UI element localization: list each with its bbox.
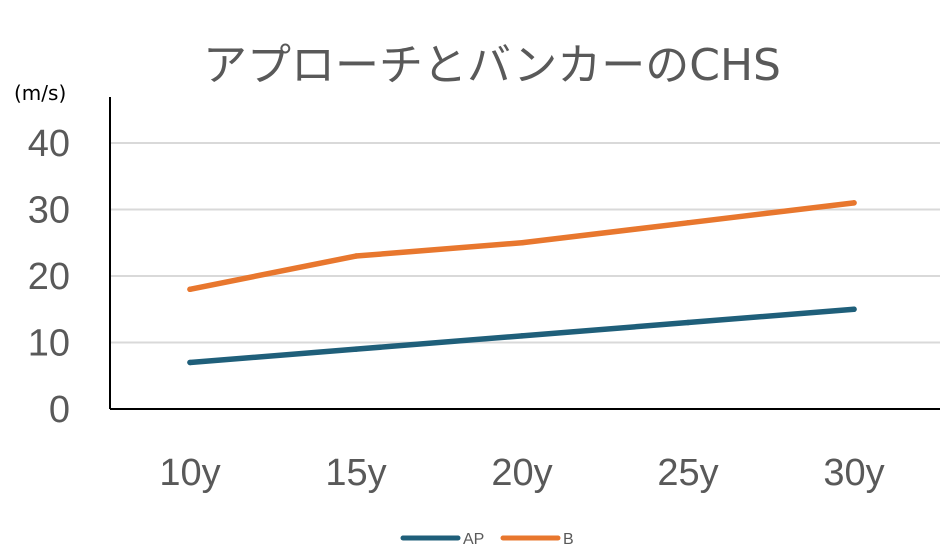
data-point-b [353, 253, 359, 259]
y-tick-label: 30 [28, 190, 70, 232]
axes [109, 97, 940, 410]
data-point-b [519, 240, 525, 246]
x-tick-label: 15y [325, 452, 386, 494]
y-tick-labels: 0 10 20 30 40 [28, 123, 70, 431]
y-axis-unit-label: (m/s) [14, 81, 66, 105]
x-tick-label: 20y [491, 452, 552, 494]
legend-label-ap: AP [463, 531, 484, 548]
x-tick-labels: 10y 15y 20y 25y 30y [159, 452, 884, 494]
data-point-ap [519, 333, 525, 339]
data-point-b [685, 220, 691, 226]
x-tick-label: 25y [657, 452, 718, 494]
legend-label-b: B [563, 531, 574, 548]
series-lines [187, 200, 857, 366]
chart-title: アプローチとバンカーのCHS [203, 40, 781, 91]
data-point-ap [685, 319, 691, 326]
y-tick-label: 20 [28, 256, 70, 298]
legend: AP B [400, 531, 574, 548]
y-tick-label: 10 [28, 323, 70, 365]
x-tick-label: 30y [823, 452, 884, 494]
data-point-ap [353, 346, 359, 352]
y-tick-label: 40 [28, 123, 70, 165]
data-point-ap [187, 359, 193, 366]
data-point-b [851, 200, 857, 206]
y-tick-label: 0 [49, 389, 70, 431]
x-tick-label: 10y [159, 452, 220, 494]
data-point-ap [851, 306, 857, 312]
data-point-b [187, 286, 193, 293]
